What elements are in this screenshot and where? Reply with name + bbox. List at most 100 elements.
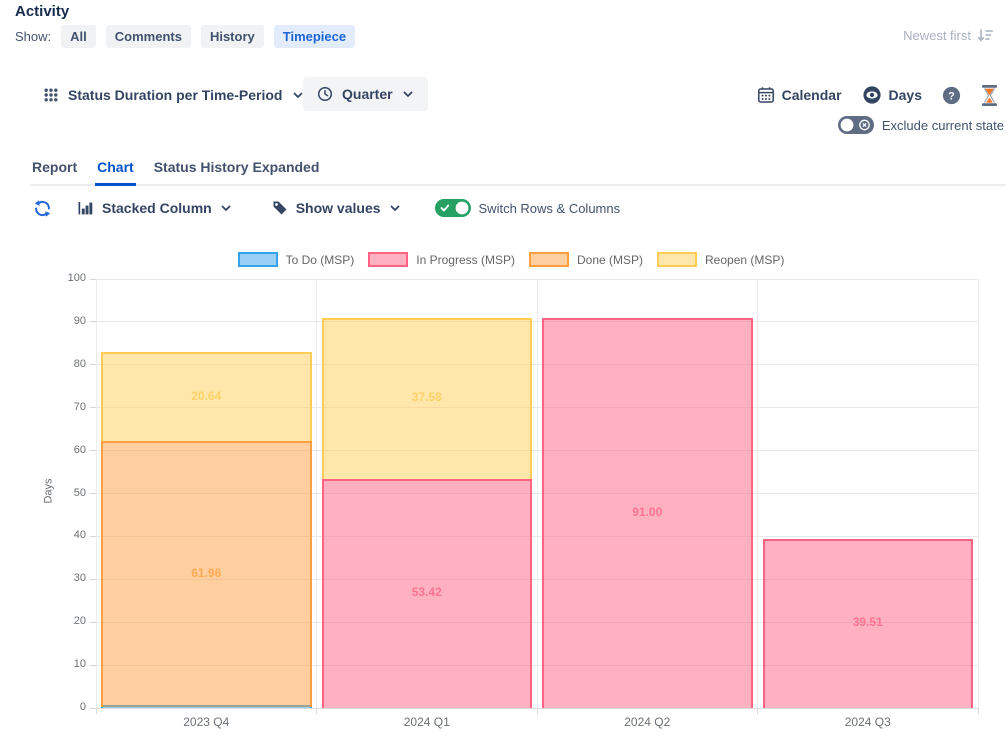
chart-toolbar: Stacked Column Show values bbox=[33, 194, 620, 222]
clock-icon bbox=[317, 86, 333, 102]
chevron-down-icon bbox=[292, 89, 304, 101]
calendar-button[interactable]: Calendar bbox=[757, 86, 842, 104]
svg-text:?: ? bbox=[948, 90, 955, 102]
x-axis-label: 2024 Q3 bbox=[844, 715, 891, 729]
show-label: Show: bbox=[15, 29, 52, 44]
timepiece-app-button[interactable] bbox=[981, 84, 998, 106]
page-title: Activity bbox=[15, 3, 70, 20]
x-tick bbox=[536, 708, 538, 714]
y-tick bbox=[90, 278, 96, 280]
y-tick-label: 50 bbox=[73, 486, 86, 499]
stacked-column-icon bbox=[78, 201, 94, 215]
x-tick bbox=[95, 708, 97, 714]
legend-swatch bbox=[237, 252, 278, 267]
toolbar-right: Calendar Days ? bbox=[757, 78, 998, 112]
chart-legend: To Do (MSP) In Progress (MSP) Done (MSP) Re… bbox=[16, 252, 1006, 267]
refresh-button[interactable] bbox=[33, 199, 52, 218]
calendar-icon bbox=[757, 86, 775, 104]
exclude-current-state-toggle[interactable] bbox=[837, 116, 874, 134]
legend-swatch bbox=[368, 252, 409, 267]
legend-item[interactable]: Reopen (MSP) bbox=[657, 252, 784, 267]
exclude-current-state-label: Exclude current state bbox=[881, 117, 1004, 133]
y-tick bbox=[90, 707, 96, 709]
y-tick bbox=[90, 621, 96, 623]
bar-segment[interactable] bbox=[321, 317, 532, 479]
y-tick bbox=[90, 450, 96, 452]
y-tick-label: 20 bbox=[73, 615, 86, 628]
bar-value-label: 61.96 bbox=[191, 565, 222, 580]
values-mode-label: Show values bbox=[295, 200, 381, 216]
calendar-label: Calendar bbox=[781, 87, 842, 103]
y-tick-label: 10 bbox=[73, 658, 86, 671]
chart-type-selector[interactable]: Stacked Column bbox=[78, 200, 232, 216]
hourglass-icon bbox=[981, 84, 998, 106]
chart-type-label: Stacked Column bbox=[102, 200, 212, 216]
legend-label: In Progress (MSP) bbox=[416, 252, 515, 267]
filter-history[interactable]: History bbox=[200, 25, 264, 48]
tab-chart[interactable]: Chart bbox=[95, 157, 136, 186]
y-tick bbox=[90, 535, 96, 537]
view-tabs: Report Chart Status History Expanded bbox=[30, 157, 1006, 186]
tab-report[interactable]: Report bbox=[32, 159, 78, 175]
x-tick bbox=[977, 708, 979, 714]
x-gridline bbox=[757, 279, 758, 708]
legend-label: Reopen (MSP) bbox=[705, 252, 785, 267]
sort-descending-icon bbox=[977, 28, 994, 43]
y-tick bbox=[90, 364, 96, 366]
y-tick-label: 30 bbox=[73, 572, 86, 585]
help-button[interactable]: ? bbox=[942, 86, 961, 105]
chevron-down-icon bbox=[220, 202, 232, 214]
tab-status-history-expanded[interactable]: Status History Expanded bbox=[153, 159, 320, 175]
period-label: Quarter bbox=[342, 86, 393, 102]
legend-item[interactable]: To Do (MSP) bbox=[237, 252, 355, 267]
bar-value-label: 20.64 bbox=[191, 388, 222, 403]
legend-item[interactable]: Done (MSP) bbox=[528, 252, 643, 267]
y-tick bbox=[90, 321, 96, 323]
x-gridline bbox=[316, 279, 317, 708]
y-tick-label: 100 bbox=[67, 272, 86, 284]
bar-segment[interactable] bbox=[321, 478, 532, 708]
period-selector[interactable]: Quarter bbox=[303, 77, 428, 111]
grid-icon bbox=[44, 88, 58, 102]
report-type-label: Status Duration per Time-Period bbox=[68, 87, 283, 103]
y-tick bbox=[90, 578, 96, 580]
y-tick bbox=[90, 493, 96, 494]
legend-swatch bbox=[657, 252, 698, 267]
activity-filter-bar: Show: All Comments History Timepiece bbox=[15, 25, 356, 48]
sort-control[interactable]: Newest first bbox=[903, 28, 994, 43]
x-tick bbox=[757, 708, 758, 714]
x-axis-line bbox=[96, 707, 978, 709]
report-type-selector[interactable]: Status Duration per Time-Period bbox=[44, 78, 304, 112]
x-axis-label: 2024 Q1 bbox=[403, 715, 450, 729]
legend-item[interactable]: In Progress (MSP) bbox=[368, 252, 515, 267]
switch-rows-columns-control: Switch Rows & Columns bbox=[434, 199, 620, 217]
sort-label: Newest first bbox=[903, 28, 971, 43]
bar-segment[interactable] bbox=[101, 440, 312, 707]
filter-comments[interactable]: Comments bbox=[105, 25, 191, 48]
help-icon: ? bbox=[942, 86, 961, 105]
bar-segment[interactable] bbox=[542, 317, 753, 708]
bar-value-label: 39.51 bbox=[852, 615, 883, 630]
y-tick-label: 60 bbox=[73, 443, 86, 456]
bar-segment[interactable] bbox=[101, 352, 312, 441]
chevron-down-icon bbox=[389, 202, 401, 214]
y-tick bbox=[90, 664, 96, 666]
values-mode-selector[interactable]: Show values bbox=[272, 200, 401, 216]
eye-icon bbox=[862, 85, 882, 105]
y-axis-title: Days bbox=[42, 478, 55, 504]
filter-timepiece[interactable]: Timepiece bbox=[273, 25, 356, 48]
y-tick-label: 80 bbox=[73, 357, 86, 370]
x-gridline bbox=[977, 279, 979, 708]
filter-all[interactable]: All bbox=[61, 25, 96, 48]
switch-rows-columns-toggle[interactable] bbox=[434, 199, 471, 217]
bar-segment[interactable] bbox=[762, 538, 973, 708]
y-tick-label: 0 bbox=[79, 701, 86, 713]
x-axis-label: 2023 Q4 bbox=[183, 715, 230, 729]
unit-selector[interactable]: Days bbox=[862, 85, 922, 105]
legend-swatch bbox=[528, 252, 569, 267]
y-tick-label: 90 bbox=[73, 314, 86, 327]
legend-label: To Do (MSP) bbox=[285, 252, 355, 267]
x-axis-label: 2024 Q2 bbox=[624, 715, 671, 729]
